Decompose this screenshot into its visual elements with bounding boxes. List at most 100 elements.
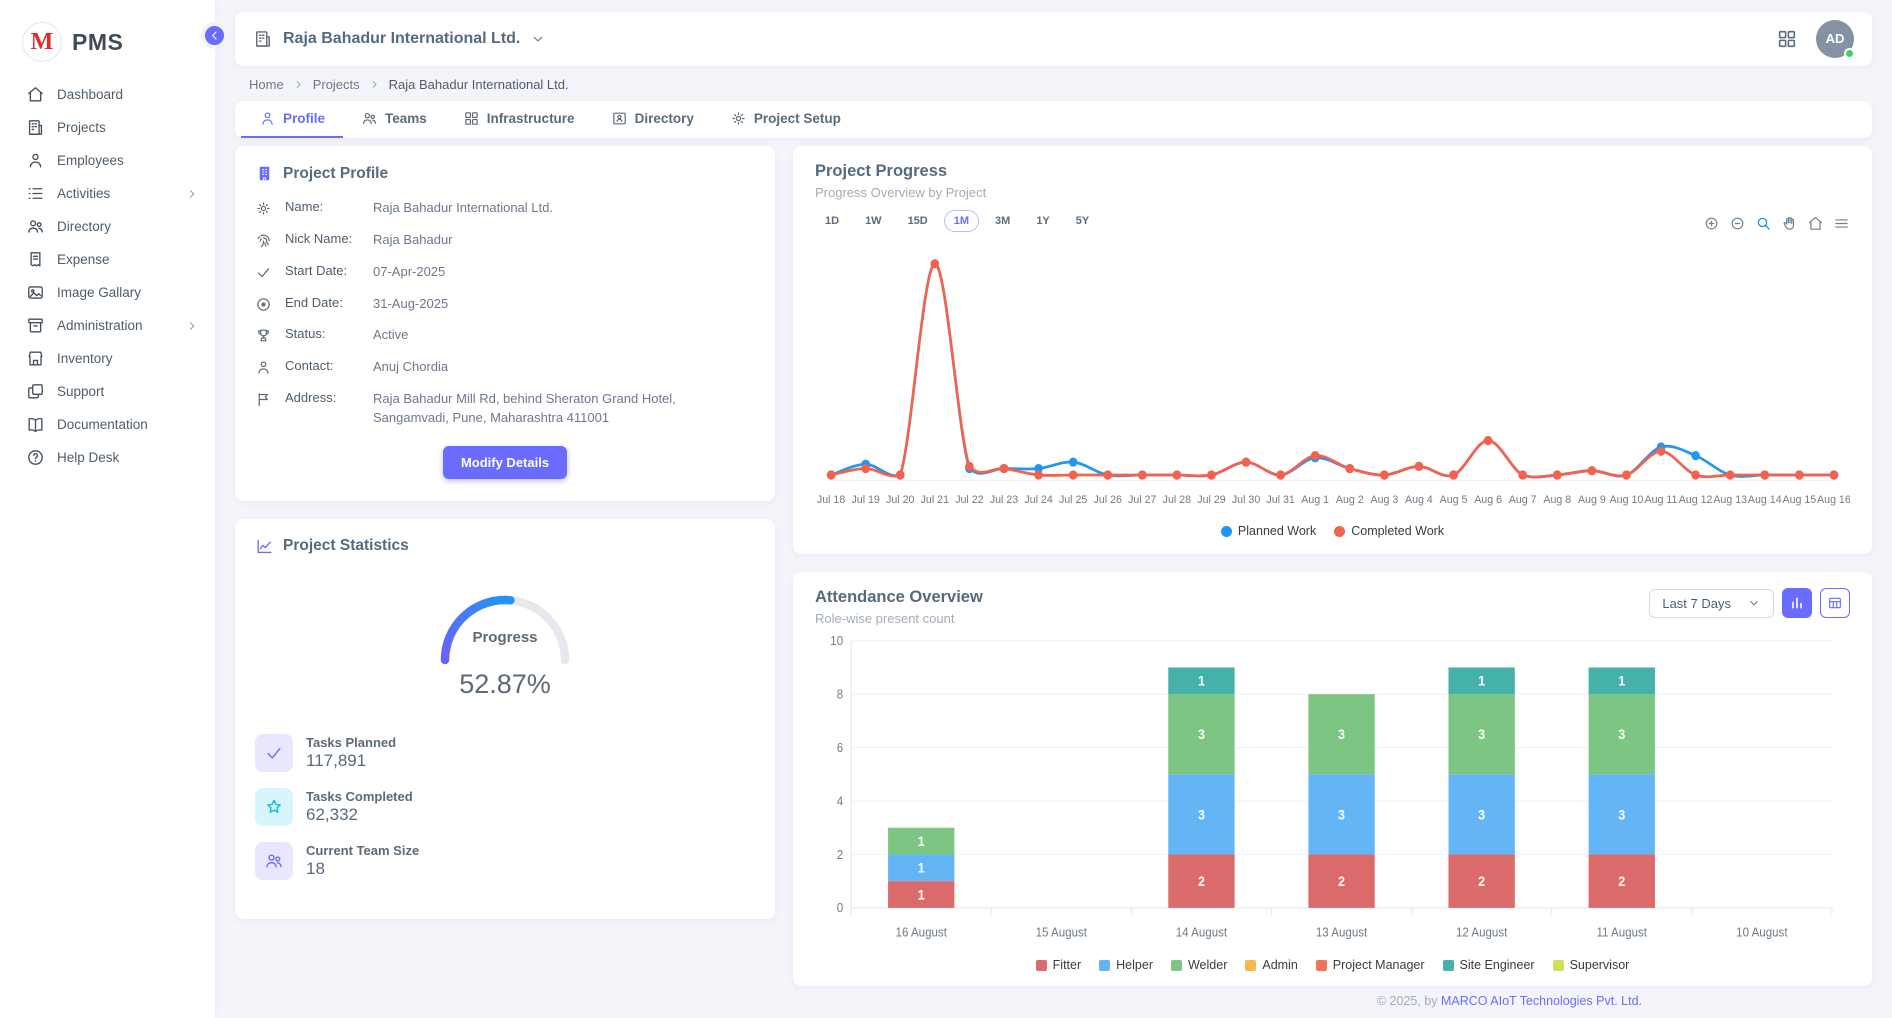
sidebar-item-expense[interactable]: Expense xyxy=(0,243,215,276)
sidebar-item-administration[interactable]: Administration xyxy=(0,309,215,342)
tab-directory[interactable]: Directory xyxy=(593,101,712,138)
sidebar-item-projects[interactable]: Projects xyxy=(0,111,215,144)
right-column: Project Progress Progress Overview by Pr… xyxy=(793,146,1872,986)
range-button-3m[interactable]: 3M xyxy=(995,215,1011,227)
svg-text:Aug 14: Aug 14 xyxy=(1748,494,1782,506)
sidebar-item-inventory[interactable]: Inventory xyxy=(0,342,215,375)
hand-icon[interactable] xyxy=(1781,215,1798,232)
home-icon[interactable] xyxy=(1807,215,1824,232)
sidebar-item-help-desk[interactable]: Help Desk xyxy=(0,441,215,474)
svg-text:3: 3 xyxy=(1338,807,1345,823)
legend-item-site-engineer[interactable]: Site Engineer xyxy=(1442,958,1535,972)
project-profile-header: Project Profile xyxy=(255,164,755,183)
range-button-15d[interactable]: 15D xyxy=(907,215,928,227)
breadcrumb: Home Projects Raja Bahadur International L… xyxy=(235,66,1872,101)
breadcrumb-item[interactable]: Projects xyxy=(312,76,360,92)
apps-grid-icon[interactable] xyxy=(1776,28,1798,50)
gear-icon xyxy=(255,200,272,217)
magnifier-icon[interactable] xyxy=(1755,215,1772,232)
legend-item-welder[interactable]: Welder xyxy=(1170,958,1227,972)
card-subtitle: Role-wise present count xyxy=(815,611,955,626)
svg-text:2: 2 xyxy=(1338,874,1345,890)
table-icon xyxy=(1827,595,1843,611)
profile-field: End Date: 31-Aug-2025 xyxy=(255,295,755,314)
legend-label: Supervisor xyxy=(1569,958,1630,972)
legend-marker xyxy=(1099,959,1111,971)
star-icon xyxy=(255,787,293,826)
people-icon xyxy=(255,841,293,880)
chart-view-toggle-button[interactable] xyxy=(1782,588,1812,618)
attendance-titles: Attendance Overview Role-wise present co… xyxy=(815,588,983,626)
svg-text:2: 2 xyxy=(1198,874,1205,890)
breadcrumb-item: Raja Bahadur International Ltd. xyxy=(388,76,569,92)
user-avatar[interactable]: AD xyxy=(1816,19,1855,59)
company-selector[interactable]: Raja Bahadur International Ltd. xyxy=(253,29,546,49)
stat-label: Tasks Planned xyxy=(306,734,397,750)
company-name: Raja Bahadur International Ltd. xyxy=(283,29,521,47)
sidebar-item-directory[interactable]: Directory xyxy=(0,210,215,243)
range-button-5y[interactable]: 5Y xyxy=(1075,215,1090,227)
tab-label: Teams xyxy=(385,110,427,126)
sidebar-item-label: Documentation xyxy=(57,417,148,432)
field-value: Raja Bahadur xyxy=(373,231,453,247)
table-view-toggle-button[interactable] xyxy=(1820,588,1850,618)
field-label: Address: xyxy=(285,390,337,406)
profile-field: Address: Raja Bahadur Mill Rd, behind She… xyxy=(255,390,755,428)
menu-icon[interactable] xyxy=(1833,215,1850,232)
sidebar-item-image-gallary[interactable]: Image Gallary xyxy=(0,276,215,309)
app-logo[interactable]: M PMS xyxy=(0,18,215,78)
tab-project-setup[interactable]: Project Setup xyxy=(712,101,859,138)
sidebar-item-support[interactable]: Support xyxy=(0,375,215,408)
legend-item-helper[interactable]: Helper xyxy=(1099,958,1153,972)
range-button-1m[interactable]: 1M xyxy=(943,210,980,232)
sidebar-item-documentation[interactable]: Documentation xyxy=(0,408,215,441)
date-range-select[interactable]: Last 7 Days xyxy=(1649,588,1774,618)
svg-text:Aug 8: Aug 8 xyxy=(1543,494,1571,506)
svg-text:Aug 2: Aug 2 xyxy=(1336,494,1364,506)
legend-item-planned-work[interactable]: Planned Work xyxy=(1220,524,1316,538)
legend-item-completed-work[interactable]: Completed Work xyxy=(1334,524,1444,538)
svg-text:Aug 1: Aug 1 xyxy=(1301,494,1329,506)
zoom-out-icon[interactable] xyxy=(1729,215,1746,232)
footer-company-link[interactable]: MARCO AIoT Technologies Pvt. Ltd. xyxy=(1440,994,1642,1008)
breadcrumb-item[interactable]: Home xyxy=(249,76,284,92)
left-column: Project Profile Name: Raja Bahadur Intern… xyxy=(235,146,775,986)
range-button-1d[interactable]: 1D xyxy=(825,215,840,227)
svg-text:Jul 18: Jul 18 xyxy=(817,494,845,506)
card-title: Project Statistics xyxy=(283,537,409,555)
legend-item-fitter[interactable]: Fitter xyxy=(1035,958,1081,972)
tab-infrastructure[interactable]: Infrastructure xyxy=(445,101,593,138)
tab-label: Directory xyxy=(634,110,694,126)
sidebar-collapse-button[interactable] xyxy=(201,22,228,49)
tab-teams[interactable]: Teams xyxy=(343,101,445,138)
sidebar-item-employees[interactable]: Employees xyxy=(0,144,215,177)
legend-label: Helper xyxy=(1116,958,1153,972)
gauge-arc: Progress xyxy=(440,595,570,664)
copy-icon xyxy=(26,382,45,401)
range-button-1y[interactable]: 1Y xyxy=(1036,215,1050,227)
tab-label: Profile xyxy=(283,110,326,126)
people-icon xyxy=(361,110,378,127)
modify-details-button[interactable]: Modify Details xyxy=(442,445,568,479)
attendance-header: Attendance Overview Role-wise present co… xyxy=(815,588,1850,626)
legend-item-admin[interactable]: Admin xyxy=(1245,958,1298,972)
chevron-down-icon xyxy=(530,31,546,47)
person-icon xyxy=(26,151,45,170)
sidebar-item-label: Support xyxy=(57,384,105,399)
svg-text:8: 8 xyxy=(837,687,844,702)
sidebar-nav: Dashboard Projects Employees Activities Dire… xyxy=(0,78,215,474)
legend-item-supervisor[interactable]: Supervisor xyxy=(1552,958,1630,972)
svg-text:Jul 20: Jul 20 xyxy=(886,494,914,506)
flag-icon xyxy=(255,391,272,408)
range-button-1w[interactable]: 1W xyxy=(865,215,882,227)
legend-item-project-manager[interactable]: Project Manager xyxy=(1315,958,1425,972)
svg-text:3: 3 xyxy=(1478,807,1485,823)
fingerprint-icon xyxy=(255,232,272,249)
sidebar-item-activities[interactable]: Activities xyxy=(0,177,215,210)
sidebar-item-dashboard[interactable]: Dashboard xyxy=(0,78,215,111)
zoom-in-icon[interactable] xyxy=(1703,215,1720,232)
tab-profile[interactable]: Profile xyxy=(241,101,344,138)
legend-label: Site Engineer xyxy=(1459,958,1535,972)
footer-text: © 2025, by xyxy=(1376,994,1441,1008)
person-icon xyxy=(259,110,276,127)
